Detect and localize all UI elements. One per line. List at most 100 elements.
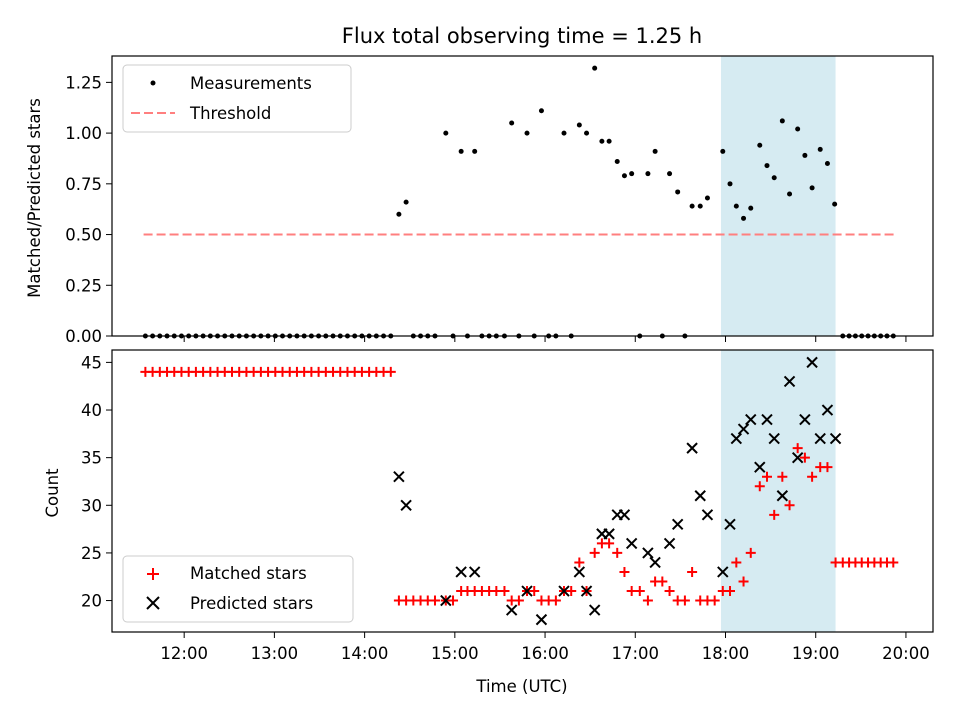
matched-stars-point bbox=[499, 586, 510, 597]
predicted-stars-point bbox=[754, 461, 766, 473]
top-y-tick-label: 0.75 bbox=[65, 175, 102, 194]
predicted-stars-point bbox=[558, 585, 570, 597]
matched-stars-point bbox=[784, 500, 795, 511]
bottom-y-tick-label: 20 bbox=[81, 592, 102, 611]
measurement-point bbox=[667, 171, 673, 177]
x-tick-label: 12:00 bbox=[160, 644, 208, 663]
chart-title: Flux total observing time = 1.25 h bbox=[342, 24, 702, 48]
measurement-point bbox=[443, 130, 449, 136]
matched-stars-point bbox=[529, 586, 540, 597]
x-tick-label: 16:00 bbox=[521, 644, 569, 663]
matched-stars-point bbox=[754, 481, 765, 492]
predicted-stars-point bbox=[821, 404, 834, 416]
measurement-point bbox=[727, 181, 733, 187]
legend-measurements-label: Measurements bbox=[190, 74, 312, 93]
matched-stars-point bbox=[822, 462, 833, 473]
predicted-stars-point bbox=[649, 556, 661, 569]
top-axes-frame bbox=[111, 55, 934, 337]
predicted-stars-point bbox=[761, 413, 773, 426]
measurement-point bbox=[697, 203, 703, 209]
legend-measurements-marker bbox=[150, 80, 156, 86]
measurement-point bbox=[824, 161, 830, 167]
predicted-stars-point bbox=[730, 432, 743, 445]
x-tick-label: 17:00 bbox=[611, 644, 659, 663]
measurement-point bbox=[832, 201, 838, 207]
top-y-axis-label: Matched/Predicted stars bbox=[25, 98, 44, 298]
measurement-point bbox=[771, 175, 777, 181]
top-legend-box bbox=[122, 64, 352, 133]
measurement-point bbox=[561, 130, 567, 136]
legend-threshold-label: Threshold bbox=[189, 104, 271, 123]
matched-stars-point bbox=[634, 586, 645, 597]
measurement-point bbox=[472, 148, 478, 154]
predicted-stars-point bbox=[829, 432, 842, 445]
predicted-stars-point bbox=[671, 518, 684, 531]
legend-matched-marker bbox=[147, 568, 159, 580]
x-tick-label: 15:00 bbox=[431, 644, 479, 663]
x-tick-label: 18:00 bbox=[702, 644, 750, 663]
matched-stars-point bbox=[777, 471, 788, 482]
matched-stars-point bbox=[429, 595, 440, 606]
predicted-stars-point bbox=[701, 509, 714, 521]
predicted-stars-point bbox=[724, 518, 736, 531]
predicted-stars-point bbox=[400, 499, 412, 511]
top-y-tick-label: 0.50 bbox=[65, 226, 102, 245]
measurement-point bbox=[629, 171, 635, 177]
top-shaded-region bbox=[720, 56, 836, 336]
measurement-point bbox=[764, 163, 770, 169]
measurement-point bbox=[584, 130, 590, 136]
measurement-point bbox=[817, 146, 823, 152]
predicted-stars-point bbox=[440, 594, 452, 607]
measurement-point bbox=[652, 148, 658, 154]
top-y-tick-label: 1.00 bbox=[65, 124, 102, 143]
measurement-point bbox=[614, 159, 620, 165]
measurement-point bbox=[720, 148, 726, 154]
predicted-stars-point bbox=[580, 585, 593, 597]
measurement-point bbox=[741, 215, 747, 221]
matched-stars-point bbox=[657, 576, 668, 587]
top-axes: 0.00 0.25 0.50 0.75 1.00 1.25 bbox=[65, 55, 934, 346]
matched-stars-point bbox=[731, 557, 742, 568]
measurement-point bbox=[592, 65, 598, 71]
matched-stars-point bbox=[709, 595, 720, 606]
measurement-point bbox=[748, 205, 754, 211]
x-tick-label: 14:00 bbox=[341, 644, 389, 663]
predicted-stars-point bbox=[694, 490, 706, 502]
bottom-y-tick-label: 30 bbox=[81, 496, 102, 515]
measurement-point bbox=[795, 126, 801, 132]
bottom-axes-frame bbox=[111, 349, 934, 633]
legend-matched-label: Matched stars bbox=[190, 564, 307, 583]
measurement-point bbox=[403, 199, 409, 205]
predicted-stars-point bbox=[521, 585, 533, 597]
matched-stars-point bbox=[687, 566, 698, 577]
predicted-stars-point bbox=[776, 490, 789, 502]
top-y-tick-label: 0.00 bbox=[65, 327, 102, 346]
measurement-point bbox=[645, 171, 651, 177]
bottom-y-axis-label: Count bbox=[43, 468, 62, 518]
measurement-point bbox=[733, 203, 739, 209]
matched-stars-point bbox=[745, 547, 756, 558]
matched-stars-point bbox=[642, 595, 653, 606]
predicted-stars-point bbox=[588, 604, 601, 616]
measurement-point bbox=[787, 191, 793, 197]
matched-stars-point bbox=[550, 595, 561, 606]
matched-stars-point bbox=[888, 557, 899, 568]
predicted-stars-point bbox=[618, 509, 631, 521]
bottom-axes: 20 25 30 35 40 45 12:00 13:00 14:00 15:00 16:00 17:… bbox=[81, 349, 934, 663]
measurement-point bbox=[524, 130, 530, 136]
measurement-point bbox=[704, 195, 710, 201]
matched-stars-point bbox=[385, 366, 396, 377]
matched-stars-point bbox=[807, 471, 818, 482]
x-tick-label: 19:00 bbox=[792, 644, 840, 663]
predicted-stars-point bbox=[745, 413, 757, 426]
bottom-y-tick-label: 40 bbox=[81, 401, 102, 420]
matched-stars-point bbox=[448, 595, 459, 606]
matched-stars-point bbox=[619, 566, 630, 577]
predicted-stars-point bbox=[625, 537, 638, 550]
measurement-point bbox=[757, 142, 763, 148]
measurement-point bbox=[606, 138, 612, 144]
predicted-stars-point bbox=[686, 442, 698, 454]
predicted-stars-point bbox=[642, 547, 654, 559]
predicted-stars-point bbox=[814, 432, 826, 445]
measurement-point bbox=[779, 118, 785, 124]
